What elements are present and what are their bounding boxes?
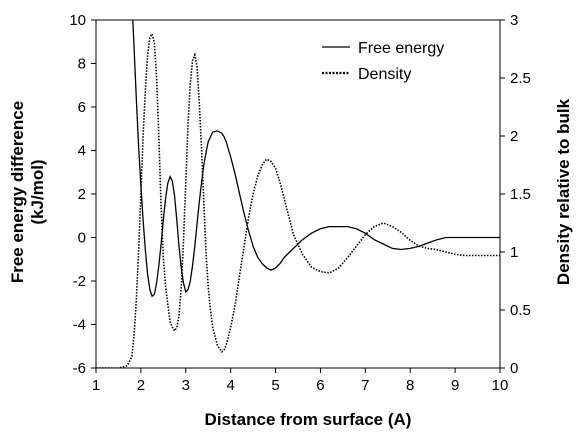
series-line-density: [96, 31, 500, 368]
y-left-tick-label: 8: [78, 56, 86, 73]
legend-label-free-energy: Free energy: [358, 40, 444, 57]
x-tick-label: 2: [137, 377, 145, 394]
x-tick-label: 3: [182, 377, 190, 394]
x-tick-label: 7: [361, 377, 369, 394]
y-right-tick-label: 1: [510, 244, 518, 261]
x-tick-label: 6: [316, 377, 324, 394]
series-layer: [96, 20, 500, 368]
x-tick-label: 1: [92, 377, 100, 394]
y-left-axis-title-line1: Free energy difference: [8, 101, 27, 283]
y-left-tick-label: -4: [73, 317, 86, 334]
y-left-tick-label: 4: [78, 143, 86, 160]
y-right-tick-label: 0.5: [510, 302, 531, 319]
x-axis-title: Distance from surface (A): [205, 410, 412, 429]
x-tick-label: 10: [492, 377, 509, 394]
y-right-tick-label: 3: [510, 12, 518, 29]
legend-label-density: Density: [358, 66, 411, 83]
y-left-tick-label: 2: [78, 186, 86, 203]
y-left-axis-title-line2: (kJ/mol): [28, 159, 47, 224]
y-left-tick-label: 0: [78, 230, 86, 247]
y-left-tick-label: 10: [69, 12, 86, 29]
legend: Free energy Density: [322, 40, 444, 83]
x-tick-label: 4: [226, 377, 234, 394]
y-right-tick-label: 2: [510, 128, 518, 145]
y-left-tick-label: 6: [78, 99, 86, 116]
plot-frame: [95, 19, 501, 369]
x-tick-label: 9: [451, 377, 459, 394]
y-right-tick-label: 1.5: [510, 186, 531, 203]
y-left-tick-label: -2: [73, 273, 86, 290]
y-left-tick-label: -6: [73, 360, 86, 377]
series-line-free-energy: [132, 20, 500, 298]
y-right-tick-label: 0: [510, 360, 518, 377]
y-right-axis-title: Density relative to bulk: [554, 98, 573, 285]
x-tick-label: 5: [271, 377, 279, 394]
x-tick-label: 8: [406, 377, 414, 394]
y-right-tick-label: 2.5: [510, 70, 531, 87]
